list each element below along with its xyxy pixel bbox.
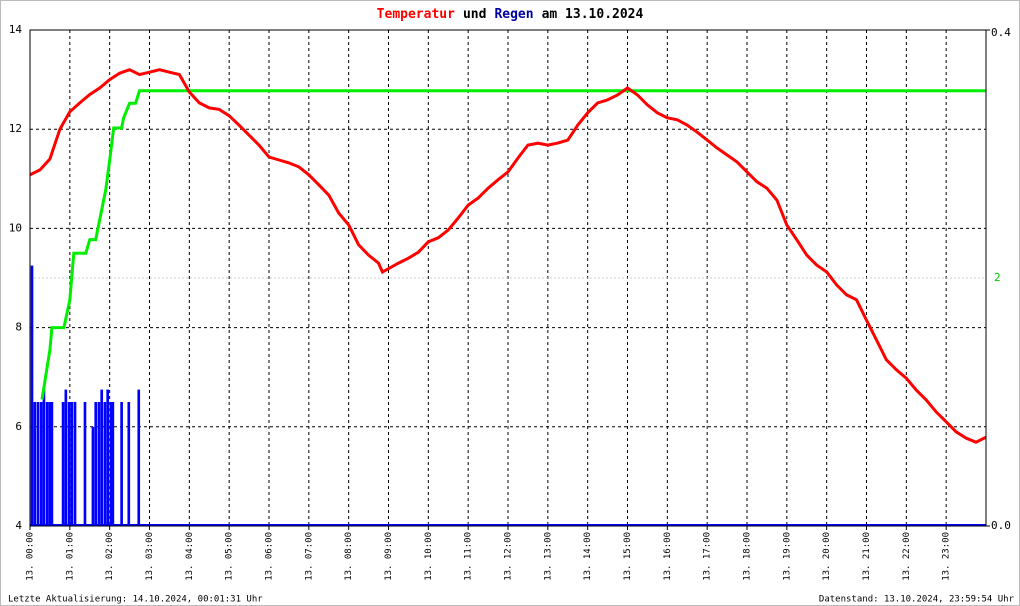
rain-bar (103, 402, 107, 526)
rain-sum-line (40, 89, 986, 400)
x-tick-label: 13. 22:00 (902, 532, 912, 581)
rain-bar (36, 402, 40, 526)
y-tick-label: 8 (15, 321, 22, 334)
title-part: und (463, 7, 486, 22)
x-tick-label: 13. 09:00 (384, 532, 394, 581)
rain-bar (83, 402, 87, 526)
rain-bar (111, 402, 115, 526)
rain-bar (137, 389, 141, 526)
x-tick-label: 13. 19:00 (782, 532, 792, 581)
rain-bar (64, 389, 68, 526)
x-tick-label: 13. 18:00 (743, 532, 753, 581)
footer-right: Datenstand: 13.10.2024, 23:59:54 Uhr (819, 595, 1015, 605)
x-tick-label: 13. 03:00 (145, 532, 155, 581)
rain-bar (48, 402, 52, 526)
x-tick-label: 13. 21:00 (862, 532, 872, 581)
rain-bar (127, 402, 131, 526)
x-tick-label: 13. 15:00 (623, 532, 633, 581)
x-tick-label: 13. 16:00 (663, 532, 673, 581)
chart-title: Temperatur und Regen am 13.10.2024 (377, 7, 644, 22)
rain-bar (106, 389, 110, 526)
title-part: am 13.10.2024 (542, 7, 644, 22)
rain-bar (33, 402, 37, 526)
x-tick-label: 13. 14:00 (583, 532, 593, 581)
rain-bar (42, 389, 46, 526)
y2-tick-label: 0.0 (991, 519, 1011, 532)
plot-frame (29, 29, 987, 527)
x-tick-label: 13. 02:00 (105, 532, 115, 581)
x-tick-label: 13. 20:00 (822, 532, 832, 581)
rain-bar (94, 402, 98, 526)
rain-bar (109, 402, 113, 526)
title-part: Temperatur (377, 7, 455, 22)
x-tick-label: 13. 08:00 (344, 532, 354, 581)
rain-bar (67, 402, 71, 526)
rain-bar (120, 402, 123, 526)
x-tick-label: 13. 07:00 (304, 532, 314, 581)
rain-bar (30, 265, 34, 526)
y-tick-label: 12 (9, 122, 22, 135)
y-tick-label: 14 (9, 23, 23, 36)
y-tick-label: 4 (15, 519, 22, 532)
title-part: Regen (494, 7, 533, 22)
x-tick-label: 13. 17:00 (703, 532, 713, 581)
x-tick-label: 13. 06:00 (265, 532, 275, 581)
x-tick-label: 13. 10:00 (424, 532, 434, 581)
x-tick-label: 13. 23:00 (942, 532, 952, 581)
x-tick-label: 13. 04:00 (185, 532, 195, 581)
rain-bar (73, 402, 77, 526)
rain-bar (97, 402, 101, 526)
y-tick-label: 10 (9, 221, 22, 234)
rain-bar (100, 389, 104, 526)
rain-bar (91, 426, 95, 526)
y-tick-label: 6 (15, 420, 22, 433)
y3-tick-label: 2 (994, 271, 1001, 284)
temperature-line (29, 68, 987, 444)
rain-bar (70, 402, 74, 526)
x-tick-label: 13. 12:00 (504, 532, 514, 581)
x-tick-label: 13. 00:00 (26, 532, 36, 581)
x-tick-label: 13. 11:00 (464, 532, 474, 581)
x-tick-label: 13. 01:00 (65, 532, 75, 581)
rain-bar (61, 402, 65, 526)
rain-bar (39, 402, 43, 526)
x-tick-label: 13. 13:00 (543, 532, 553, 581)
x-tick-label: 13. 05:00 (225, 532, 235, 581)
y2-tick-label: 0.4 (991, 26, 1011, 39)
rain-bar (50, 402, 54, 526)
footer-left: Letzte Aktualisierung: 14.10.2024, 00:01… (8, 595, 263, 605)
rain-bar (45, 402, 49, 526)
